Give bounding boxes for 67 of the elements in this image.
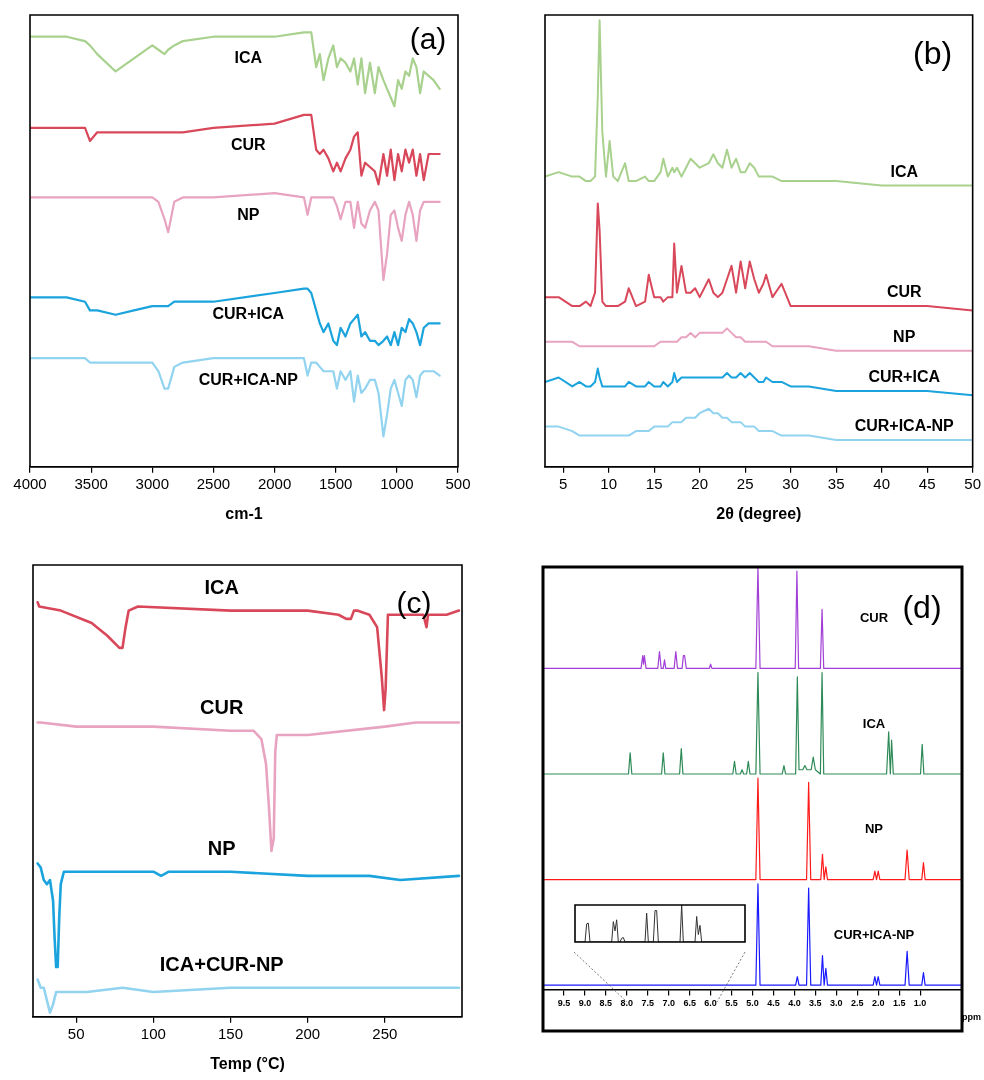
x-tick-label: 6.0 (704, 998, 717, 1009)
annotation: (d) (902, 588, 942, 625)
x-tick-label: 2000 (257, 474, 292, 492)
x-tick-label: 45 (918, 474, 936, 492)
x-tick-label: 150 (218, 1024, 244, 1042)
x-tick-label: 35 (827, 474, 845, 492)
x-tick-label: 8.0 (620, 998, 634, 1009)
x-tick-label: 7.0 (662, 998, 675, 1009)
x-tick-label: 8.5 (599, 998, 613, 1009)
series-label: ICA (234, 49, 263, 67)
x-tick-label: 7.5 (641, 998, 655, 1009)
series-label: CUR+ICA-NP (198, 370, 299, 388)
series-label: NP (893, 328, 916, 346)
x-tick-label: 1.5 (892, 998, 906, 1009)
annotation: (a) (409, 22, 447, 56)
series-label: NP (237, 205, 260, 223)
x-tick-label: 40 (873, 474, 891, 492)
x-tick-label: 3000 (135, 474, 169, 492)
x-tick-label: 9.0 (578, 998, 592, 1009)
x-tick-label: 4.5 (767, 998, 780, 1009)
x-tick-label: 20 (691, 474, 709, 492)
x-tick-label: 3.0 (830, 998, 843, 1009)
text: CUR (859, 609, 889, 625)
x-axis-title: ppm (962, 1012, 981, 1023)
x-axis-title: 2θ (degree) (716, 504, 802, 522)
x-tick-label: 2500 (196, 474, 231, 492)
x-tick-label: 1.0 (913, 998, 927, 1009)
series-label: ICA (862, 715, 886, 731)
x-tick-label: 9.5 (557, 998, 571, 1009)
series-label: CUR (886, 283, 923, 301)
series-label: CUR+ICA-NP (854, 417, 955, 435)
series-label: CUR+ICA-NP (833, 926, 915, 942)
series-label: ICA (204, 576, 239, 599)
x-tick-label: 3500 (74, 474, 108, 492)
x-tick-label: 500 (445, 474, 471, 492)
x-tick-label: 100 (140, 1024, 166, 1042)
series-label: ICA (890, 162, 919, 180)
x-axis-title: cm-1 (225, 504, 263, 522)
x-tick-label: 1000 (380, 474, 414, 492)
x-tick-label: 10 (600, 474, 618, 492)
x-tick-label: 250 (372, 1024, 398, 1042)
x-tick-label: 2.0 (871, 998, 885, 1009)
series-label: CUR (230, 136, 267, 154)
x-tick-label: 25 (736, 474, 754, 492)
x-axis-title: Temp (°C) (210, 1054, 285, 1072)
x-tick-label: 50 (964, 474, 981, 492)
x-tick-label: 2.5 (850, 998, 864, 1009)
x-tick-label: 15 (645, 474, 663, 492)
x-tick-label: 200 (295, 1024, 321, 1042)
x-tick-label: 5 (559, 474, 568, 492)
annotation: (c) (396, 586, 432, 620)
x-tick-label: 1500 (319, 474, 353, 492)
series-label: ICA+CUR-NP (159, 953, 284, 976)
x-tick-label: 4000 (13, 474, 47, 492)
x-tick-label: 6.5 (683, 998, 696, 1009)
text: NP (864, 821, 884, 837)
x-tick-label: 4.0 (788, 998, 801, 1009)
x-tick-label: 3.5 (809, 998, 822, 1009)
x-tick-label: 50 (67, 1024, 85, 1042)
series-label: CUR (200, 696, 244, 719)
x-tick-label: 30 (782, 474, 800, 492)
series-label: NP (207, 837, 236, 860)
series-label: CUR+ICA (212, 305, 285, 323)
x-tick-label: 5.0 (746, 998, 759, 1009)
x-tick-label: 5.5 (725, 998, 738, 1009)
annotation: (b) (913, 34, 953, 71)
series-label: CUR+ICA (868, 368, 941, 386)
